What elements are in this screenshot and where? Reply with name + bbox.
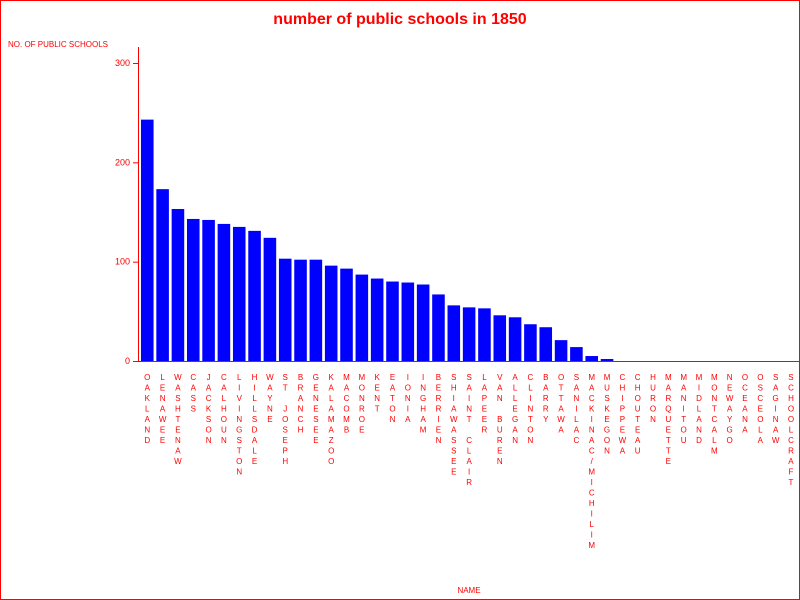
- bar: [554, 340, 568, 361]
- x-axis-tick-labels: O A K L A N D L E N A W E E W A S H T E N A W C A S S J A C K S O N C A L H O U…: [144, 373, 794, 550]
- bar: [355, 274, 369, 361]
- bar: [186, 218, 200, 361]
- bar: [524, 324, 537, 361]
- bar: [585, 356, 599, 361]
- bar: [217, 223, 231, 361]
- y-tick-label: 300: [115, 58, 130, 68]
- y-axis-label: NO. OF PUBLIC SCHOOLS: [8, 40, 108, 49]
- bar: [386, 281, 399, 361]
- x-axis-label: NAME: [457, 586, 480, 595]
- bar: [401, 282, 415, 361]
- bar: [340, 268, 353, 361]
- bar: [600, 359, 614, 361]
- bar: [263, 237, 277, 361]
- bar: [324, 265, 338, 361]
- bar: [416, 284, 430, 361]
- bar: [447, 305, 461, 361]
- bar: [248, 230, 261, 361]
- bar: [432, 294, 445, 361]
- y-tick-label: 100: [115, 257, 130, 267]
- bar: [141, 119, 154, 362]
- y-tick-label: 0: [125, 356, 130, 366]
- bar: [294, 259, 307, 361]
- bar: [370, 278, 384, 361]
- bar: [493, 315, 507, 361]
- y-tick-label: 200: [115, 157, 130, 167]
- x-tick-label: M A C K I N A C / M I C H I L I M: [588, 373, 595, 550]
- bar: [156, 189, 169, 361]
- bar: [171, 209, 185, 361]
- bar: [309, 259, 323, 361]
- bars-group: [141, 119, 614, 362]
- bar: [278, 258, 292, 361]
- bar: [570, 347, 583, 361]
- bar: [539, 327, 553, 361]
- bar: [462, 307, 476, 361]
- y-axis-ticks: 0 100 200 300: [115, 58, 138, 366]
- bar: [202, 219, 215, 361]
- chart-title: number of public schools in 1850: [273, 11, 526, 28]
- bar: [232, 226, 246, 361]
- bar: [508, 317, 522, 361]
- bar: [478, 308, 491, 361]
